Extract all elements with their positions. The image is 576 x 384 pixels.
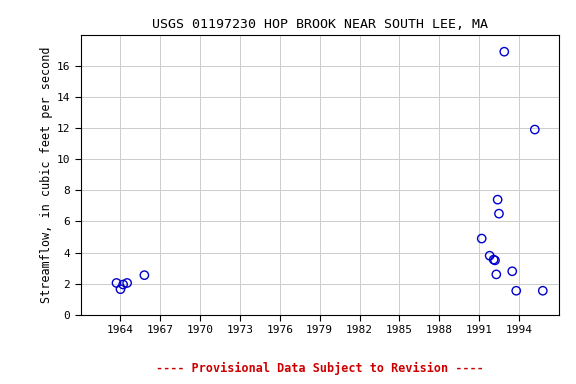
Point bbox=[493, 197, 502, 203]
Point bbox=[477, 235, 486, 242]
Point bbox=[140, 272, 149, 278]
Point bbox=[507, 268, 517, 274]
Point bbox=[116, 286, 125, 292]
Point bbox=[511, 288, 521, 294]
Point bbox=[489, 257, 498, 263]
Point bbox=[485, 253, 494, 259]
Point bbox=[490, 257, 499, 263]
Title: USGS 01197230 HOP BROOK NEAR SOUTH LEE, MA: USGS 01197230 HOP BROOK NEAR SOUTH LEE, … bbox=[151, 18, 488, 31]
Point bbox=[530, 126, 539, 132]
Point bbox=[499, 49, 509, 55]
Point bbox=[492, 271, 501, 278]
Point bbox=[123, 280, 132, 286]
Point bbox=[119, 281, 128, 288]
Point bbox=[112, 280, 121, 286]
Text: ---- Provisional Data Subject to Revision ----: ---- Provisional Data Subject to Revisio… bbox=[156, 362, 484, 375]
Point bbox=[538, 288, 547, 294]
Y-axis label: Streamflow, in cubic feet per second: Streamflow, in cubic feet per second bbox=[40, 46, 52, 303]
Point bbox=[494, 210, 503, 217]
